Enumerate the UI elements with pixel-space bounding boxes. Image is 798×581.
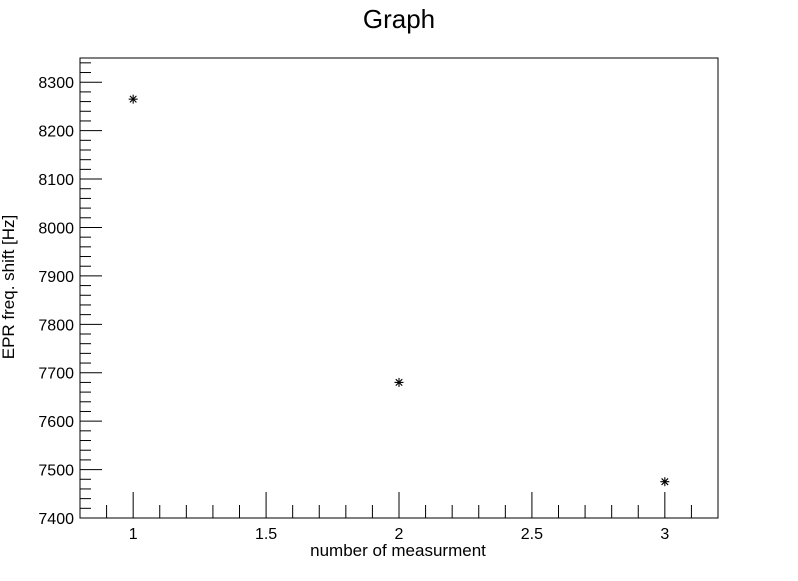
x-tick-label: 1.5 (255, 526, 277, 543)
x-tick-label: 1 (129, 526, 138, 543)
data-point (660, 477, 670, 487)
y-tick-label: 7900 (38, 269, 74, 286)
y-tick-label: 7600 (38, 414, 74, 431)
x-tick-label: 2.5 (521, 526, 543, 543)
x-tick-label: 2 (395, 526, 404, 543)
y-tick-label: 7400 (38, 511, 74, 528)
x-axis-ticks: 1 1.5 2 2.5 3 (79, 492, 719, 543)
y-tick-label: 8000 (38, 220, 74, 237)
y-axis-label: EPR freq. shift [Hz] (0, 215, 18, 360)
data-point (128, 94, 138, 104)
y-tick-label: 8300 (38, 75, 74, 92)
data-points (128, 94, 670, 487)
x-tick-label: 3 (660, 526, 669, 543)
y-tick-label: 8100 (38, 172, 74, 189)
y-axis-ticks: 7400 7500 7600 7700 7800 7900 8000 8100 8200 8300 (38, 62, 102, 528)
y-tick-label: 7500 (38, 463, 74, 480)
plot-frame (79, 57, 719, 519)
x-axis-label: number of measurment (310, 541, 486, 560)
y-tick-label: 7700 (38, 366, 74, 383)
chart-title: Graph (363, 4, 435, 34)
y-tick-label: 8200 (38, 124, 74, 141)
y-tick-label: 7800 (38, 317, 74, 334)
data-point (394, 377, 404, 387)
